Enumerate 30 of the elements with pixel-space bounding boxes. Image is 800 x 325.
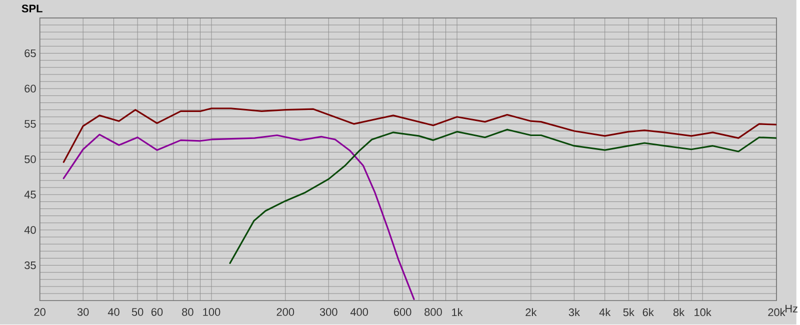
x-tick-label: 1k	[452, 308, 463, 316]
x-tick-label: 100	[203, 308, 220, 316]
x-axis-title: Hz	[786, 305, 798, 313]
x-tick-label: 6k	[642, 308, 654, 316]
x-tick-label: 8k	[673, 308, 685, 316]
y-tick-label: 55	[24, 120, 36, 128]
x-tick-label: 400	[350, 308, 368, 316]
y-tick-label: 35	[24, 262, 36, 270]
x-tick-label: 600	[394, 308, 412, 316]
x-tick-label: 10k	[694, 308, 712, 316]
x-tick-label: 60	[151, 308, 163, 316]
y-tick-label: 40	[24, 226, 36, 234]
x-tick-label: 800	[424, 308, 442, 316]
x-tick-label: 2k	[526, 308, 537, 316]
y-axis-title: SPL	[22, 4, 42, 13]
x-tick-label: 50	[132, 308, 144, 316]
y-tick-label: 45	[24, 191, 36, 199]
y-tick-label: 50	[24, 156, 36, 164]
x-tick-label: 4k	[599, 308, 611, 316]
x-tick-label: 300	[320, 308, 338, 316]
x-tick-label: 20k	[768, 308, 786, 316]
x-tick-label: 20	[34, 308, 46, 316]
x-tick-label: 40	[108, 308, 120, 316]
x-tick-label: 5k	[623, 308, 634, 316]
y-tick-label: 65	[24, 50, 36, 58]
x-tick-label: 80	[182, 308, 194, 316]
x-tick-label: 200	[276, 308, 294, 316]
x-tick-label: 30	[77, 308, 89, 316]
y-tick-label: 60	[24, 84, 36, 93]
x-tick-label: 3k	[568, 308, 580, 316]
